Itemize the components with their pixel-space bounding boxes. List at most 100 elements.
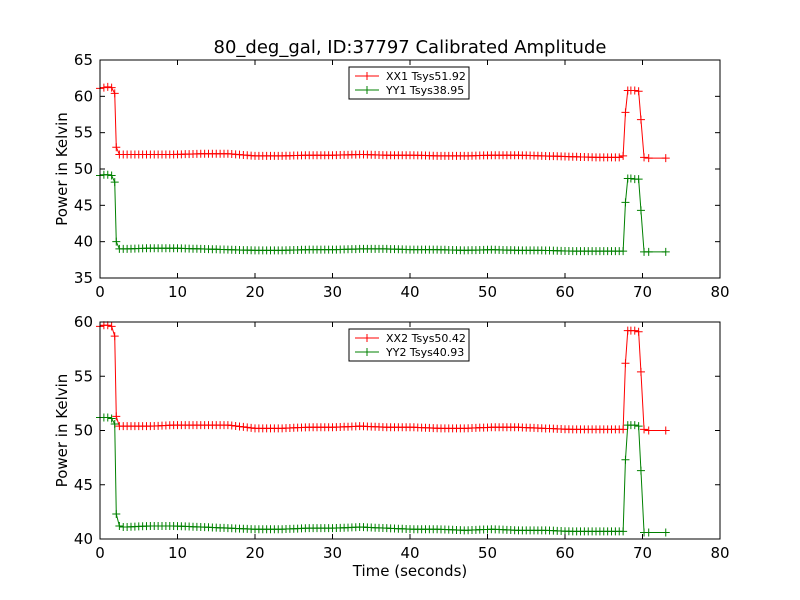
data-point-marker	[619, 151, 628, 160]
data-point-marker	[634, 175, 643, 184]
y-tick-label: 55	[74, 124, 93, 142]
x-tick-label: 70	[633, 283, 652, 301]
y-tick-label: 40	[74, 233, 93, 251]
x-tick-label: 20	[245, 544, 264, 562]
x-tick-label: 80	[710, 544, 729, 562]
data-point-marker	[634, 87, 643, 96]
series-1	[96, 321, 670, 435]
data-point-marker	[112, 412, 121, 421]
x-tick-label: 20	[245, 283, 264, 301]
data-point-marker	[634, 327, 643, 336]
x-tick-label: 30	[323, 283, 342, 301]
data-point-marker	[243, 423, 252, 432]
data-point-marker	[661, 154, 670, 163]
data-point-marker	[107, 171, 116, 180]
legend-entry: XX1 Tsys51.92	[386, 70, 466, 83]
data-point-marker	[636, 466, 645, 475]
data-point-marker	[103, 413, 112, 422]
y-tick-label: 45	[74, 476, 93, 494]
data-point-marker	[640, 425, 649, 434]
x-tick-label: 0	[95, 544, 105, 562]
series-2	[96, 413, 670, 537]
data-point-marker	[615, 153, 624, 162]
data-point-marker	[107, 414, 116, 423]
y-tick-label: 60	[74, 313, 93, 331]
data-point-marker	[630, 421, 639, 430]
data-point-marker	[661, 426, 670, 435]
y-tick-label: 50	[74, 422, 93, 440]
data-point-marker	[110, 332, 119, 341]
y-axis-label: Power in Kelvin	[53, 112, 71, 226]
data-point-marker	[112, 510, 121, 519]
data-point-marker	[621, 359, 630, 368]
data-point-marker	[619, 247, 628, 256]
y-tick-label: 50	[74, 160, 93, 178]
data-point-marker	[636, 115, 645, 124]
legend-entry: XX2 Tsys50.42	[386, 332, 466, 345]
data-point-marker	[103, 170, 112, 179]
data-point-marker	[621, 198, 630, 207]
subplot-2: 0 10 20 30 40 50 60 70 80 40 45 50 55 60 Power in Kelv…	[53, 313, 730, 562]
legend-marker	[363, 86, 371, 94]
x-axis-label: Time (seconds)	[352, 562, 468, 580]
y-tick-label: 55	[74, 367, 93, 385]
data-point-marker	[110, 178, 119, 187]
data-point-marker	[103, 82, 112, 91]
data-point-marker	[103, 321, 112, 330]
x-tick-label: 10	[168, 544, 187, 562]
x-tick-label: 0	[95, 283, 105, 301]
y-tick-label: 40	[74, 530, 93, 548]
data-point-marker	[626, 174, 635, 183]
data-point-marker	[636, 367, 645, 376]
x-tick-label: 60	[555, 283, 574, 301]
legend-entry: YY1 Tsys38.95	[385, 84, 464, 97]
x-tick-label: 70	[633, 544, 652, 562]
data-point-marker	[619, 425, 628, 434]
data-point-marker	[110, 419, 119, 428]
data-point-marker	[621, 108, 630, 117]
data-point-marker	[661, 247, 670, 256]
x-tick-label: 80	[710, 283, 729, 301]
subplot-1: 0 10 20 30 40 50 60 70 80 35 40 45 50 55 60 65 Power in …	[53, 51, 730, 301]
data-point-marker	[644, 247, 653, 256]
legend-box	[348, 328, 470, 362]
series-1	[96, 82, 670, 163]
data-point-marker	[644, 426, 653, 435]
legend-box	[348, 66, 470, 100]
x-tick-label: 40	[400, 544, 419, 562]
data-point-marker	[619, 527, 628, 536]
plots: 0 10 20 30 40 50 60 70 80 35 40 45 50 55 60 65 Power in …	[53, 51, 730, 562]
x-tick-label: 50	[478, 544, 497, 562]
x-tick-label: 10	[168, 283, 187, 301]
legend-marker	[363, 334, 371, 342]
y-tick-label: 60	[74, 87, 93, 105]
y-tick-label: 65	[74, 51, 93, 69]
data-point-marker	[112, 237, 121, 246]
data-point-marker	[644, 154, 653, 163]
data-point-marker	[630, 326, 639, 335]
data-point-marker	[644, 528, 653, 537]
data-point-marker	[112, 143, 121, 152]
x-tick-label: 50	[478, 283, 497, 301]
data-point-marker	[107, 322, 116, 331]
data-point-marker	[634, 422, 643, 431]
series-2	[96, 170, 670, 256]
x-tick-label: 60	[555, 544, 574, 562]
data-point-marker	[99, 83, 108, 92]
data-point-marker	[115, 521, 124, 530]
data-point-marker	[640, 153, 649, 162]
y-axis-label: Power in Kelvin	[53, 374, 71, 488]
data-point-marker	[110, 89, 119, 98]
data-point-marker	[231, 421, 240, 430]
x-tick-label: 40	[400, 283, 419, 301]
data-point-marker	[621, 455, 630, 464]
legend-entry: YY2 Tsys40.93	[385, 346, 464, 359]
legend-marker	[363, 348, 371, 356]
y-tick-label: 35	[74, 269, 93, 287]
figure-title: 80_deg_gal, ID:37797 Calibrated Amplitud…	[214, 37, 607, 58]
data-point-marker	[636, 206, 645, 215]
